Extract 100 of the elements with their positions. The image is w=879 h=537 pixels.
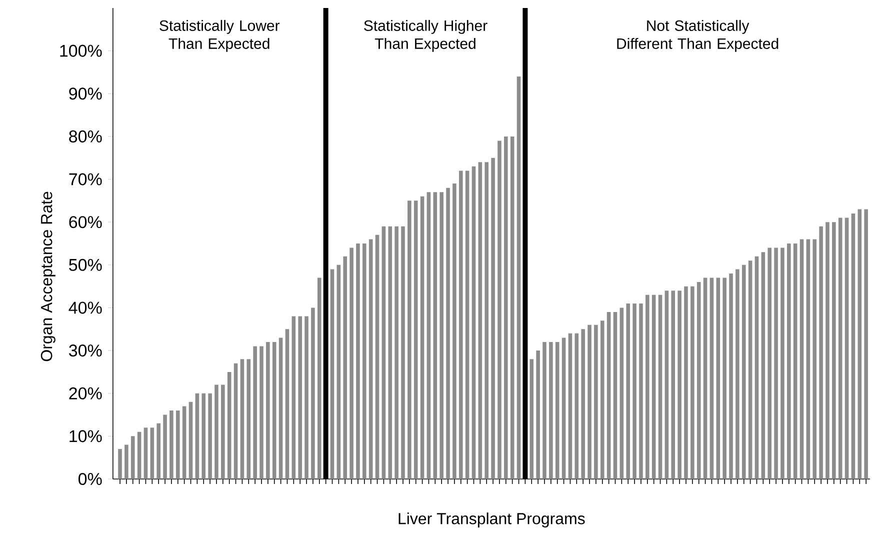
bar — [278, 338, 283, 479]
bar — [465, 170, 470, 479]
bar — [304, 316, 308, 479]
bar — [786, 243, 791, 479]
bar — [156, 423, 160, 479]
bar — [491, 158, 495, 479]
bar — [864, 209, 868, 479]
annotation: Statistically Higher Than Expected — [364, 20, 488, 52]
bar — [330, 269, 334, 479]
bar — [292, 316, 296, 479]
bar — [420, 196, 424, 479]
bar — [562, 338, 566, 479]
y-axis-title: Organ Acceptance Rate — [40, 192, 56, 362]
bar — [388, 226, 392, 479]
y-tick-label: 40% — [68, 302, 102, 314]
y-tick-label: 10% — [70, 430, 102, 442]
bar — [124, 444, 128, 479]
bar — [664, 290, 669, 479]
bar — [362, 243, 366, 479]
bar — [298, 316, 302, 479]
bar — [163, 414, 167, 479]
bar — [736, 269, 740, 479]
bar — [343, 256, 348, 479]
bar — [452, 184, 456, 479]
bar — [458, 170, 463, 479]
bar — [350, 248, 354, 479]
y-tick-label: 0% — [78, 472, 102, 486]
y-tick-label: 50% — [69, 258, 102, 271]
bar — [504, 136, 508, 479]
bar — [722, 278, 726, 479]
bar — [130, 436, 135, 479]
bar — [639, 303, 643, 479]
bar — [851, 214, 856, 479]
bar — [182, 406, 186, 479]
bar — [819, 226, 823, 479]
bar — [446, 188, 450, 479]
bar — [832, 222, 836, 479]
bar — [246, 359, 251, 479]
bar — [678, 290, 682, 479]
bar — [671, 290, 676, 479]
bar — [368, 239, 373, 479]
bar — [768, 248, 772, 479]
bar — [581, 329, 585, 479]
bar — [652, 294, 656, 479]
bar — [311, 308, 315, 479]
bar — [356, 243, 360, 479]
bar — [440, 192, 444, 479]
annotation: Not Statistically Different Than Expected — [617, 20, 778, 52]
bar — [472, 166, 476, 479]
bar — [394, 226, 398, 479]
bar — [858, 209, 862, 479]
bar — [716, 278, 720, 479]
bar — [234, 363, 238, 479]
bar — [253, 346, 257, 479]
bar — [620, 308, 624, 479]
bar — [478, 162, 482, 479]
bar — [188, 402, 193, 479]
bar — [542, 342, 546, 479]
bar — [208, 393, 212, 479]
bar — [613, 312, 618, 479]
bar — [408, 200, 412, 479]
y-tick-label: 20% — [69, 387, 102, 400]
bar — [221, 384, 225, 479]
bar — [742, 264, 746, 479]
bar — [433, 192, 438, 479]
bar — [626, 303, 630, 479]
bar — [498, 140, 502, 479]
bar — [729, 273, 733, 479]
y-tick-label: 100% — [60, 44, 102, 57]
bar — [285, 329, 290, 479]
bar — [317, 278, 322, 479]
y-tick-label: 90% — [69, 88, 102, 100]
annotation: Statistically Lower Than Expected — [160, 20, 280, 52]
bar — [826, 222, 830, 479]
bar — [516, 76, 521, 479]
bar — [774, 248, 778, 479]
bar — [812, 239, 817, 479]
y-tick-label: 60% — [69, 216, 102, 228]
bar — [375, 234, 380, 479]
bar — [748, 260, 752, 479]
bar — [806, 239, 810, 479]
bar — [632, 303, 636, 479]
bar — [574, 333, 579, 479]
bar — [780, 248, 784, 479]
bar — [195, 393, 200, 479]
bar — [426, 192, 431, 479]
bar — [761, 252, 766, 479]
bar — [118, 449, 122, 479]
y-tick-label: 30% — [69, 344, 102, 357]
bar — [549, 342, 553, 479]
bar — [530, 359, 534, 479]
bar — [272, 342, 276, 479]
bar — [214, 384, 218, 479]
bar — [690, 286, 694, 479]
bar — [240, 359, 244, 479]
bar — [401, 226, 405, 479]
bar — [144, 428, 148, 479]
y-tick-label: 80% — [69, 130, 102, 142]
bar — [844, 218, 849, 479]
bar — [336, 264, 341, 479]
